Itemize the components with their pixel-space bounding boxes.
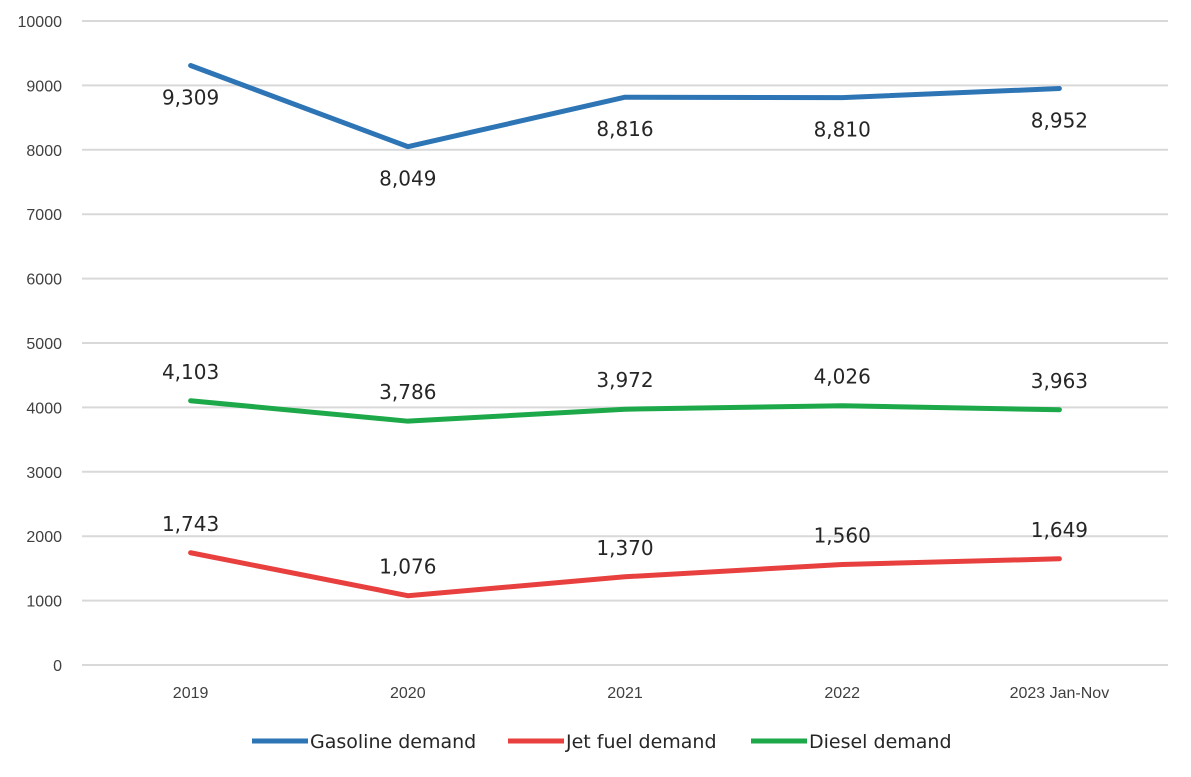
series-line-jet-fuel-demand <box>188 550 1062 599</box>
y-axis-ticks: 0 1000 2000 3000 4000 5000 6000 7000 8000 9000 100… <box>18 14 63 675</box>
y-tick-label: 1000 <box>26 594 62 611</box>
data-label: 8,810 <box>814 118 871 142</box>
data-label: 9,309 <box>162 86 219 110</box>
data-label: 3,972 <box>596 368 653 392</box>
x-tick-label: 2020 <box>390 685 426 702</box>
x-axis-ticks: 2019 2020 2021 2022 2023 Jan-Nov <box>173 685 1109 702</box>
x-tick-label: 2023 Jan-Nov <box>1010 685 1110 702</box>
legend-label: Gasoline demand <box>310 731 476 753</box>
data-label: 1,649 <box>1031 518 1088 542</box>
y-tick-label: 0 <box>53 658 62 675</box>
y-tick-label: 4000 <box>26 400 62 417</box>
x-tick-label: 2019 <box>173 685 209 702</box>
series-lines <box>188 63 1062 599</box>
data-label: 8,816 <box>596 117 653 141</box>
data-label: 8,952 <box>1031 108 1088 132</box>
y-tick-label: 8000 <box>26 143 62 160</box>
data-label: 4,026 <box>814 365 871 389</box>
data-label: 3,963 <box>1031 369 1088 393</box>
y-tick-label: 10000 <box>18 14 63 31</box>
data-label: 4,103 <box>162 360 219 384</box>
x-tick-label: 2021 <box>607 685 643 702</box>
data-label: 1,370 <box>596 536 653 560</box>
data-label: 1,076 <box>379 555 436 579</box>
data-labels: 9,309 8,049 8,816 8,810 8,952 1,743 1,076 1,370… <box>162 86 1088 579</box>
legend: Gasoline demand Jet fuel demand Diesel dem… <box>252 731 952 753</box>
legend-label: Diesel demand <box>809 731 952 753</box>
data-label: 1,560 <box>814 524 871 548</box>
legend-label: Jet fuel demand <box>565 731 717 753</box>
y-tick-label: 5000 <box>26 336 62 353</box>
series-line-gasoline-demand <box>188 63 1062 150</box>
y-tick-label: 6000 <box>26 272 62 289</box>
series-line-diesel-demand <box>188 398 1062 424</box>
y-tick-label: 9000 <box>26 78 62 95</box>
data-label: 8,049 <box>379 167 436 191</box>
y-tick-label: 3000 <box>26 465 62 482</box>
data-label: 1,743 <box>162 512 219 536</box>
y-tick-label: 2000 <box>26 529 62 546</box>
data-label: 3,786 <box>379 380 436 404</box>
x-tick-label: 2022 <box>824 685 860 702</box>
y-tick-label: 7000 <box>26 207 62 224</box>
